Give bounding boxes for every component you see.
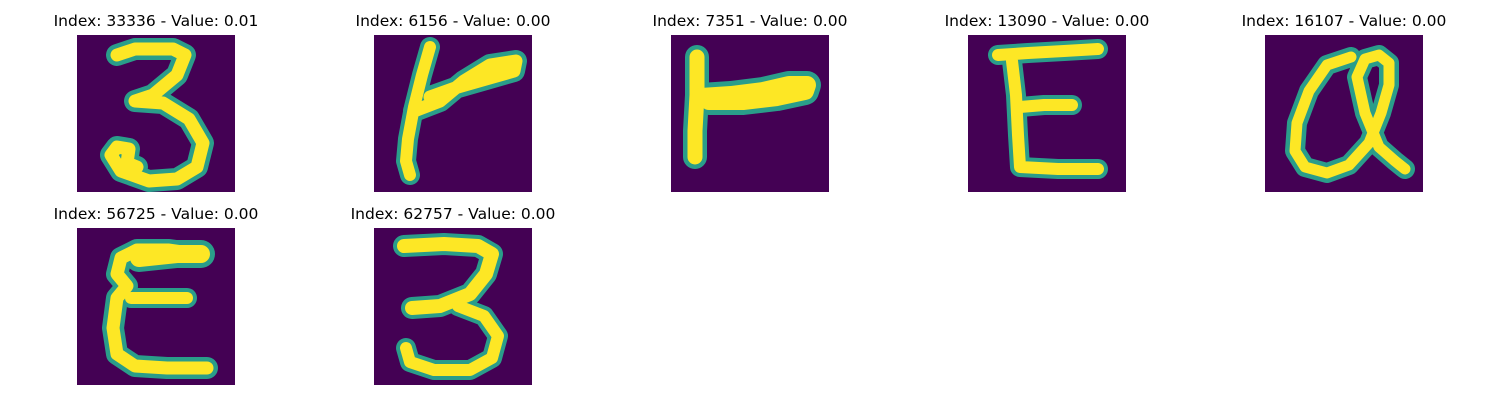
handwritten-glyph-image <box>671 35 829 192</box>
handwritten-glyph-image <box>77 35 235 192</box>
image-panel: Index: 7351 - Value: 0.00 <box>600 0 900 193</box>
handwritten-glyph-image <box>374 228 532 385</box>
panel-title: Index: 6156 - Value: 0.00 <box>355 12 551 30</box>
handwritten-glyph-image <box>1265 35 1423 192</box>
panel-title: Index: 16107 - Value: 0.00 <box>1241 12 1447 30</box>
image-panel: Index: 13090 - Value: 0.00 <box>897 0 1197 193</box>
panel-title: Index: 33336 - Value: 0.01 <box>53 12 259 30</box>
panel-title: Index: 7351 - Value: 0.00 <box>652 12 848 30</box>
image-panel: Index: 62757 - Value: 0.00 <box>303 193 603 386</box>
handwritten-glyph-image <box>77 228 235 385</box>
image-panel: Index: 33336 - Value: 0.01 <box>6 0 306 193</box>
panel-title: Index: 56725 - Value: 0.00 <box>53 205 259 223</box>
image-panel: Index: 16107 - Value: 0.00 <box>1194 0 1494 193</box>
image-panel: Index: 56725 - Value: 0.00 <box>6 193 306 386</box>
handwritten-glyph-image <box>374 35 532 192</box>
image-panel: Index: 6156 - Value: 0.00 <box>303 0 603 193</box>
panel-title: Index: 62757 - Value: 0.00 <box>350 205 556 223</box>
handwritten-glyph-image <box>968 35 1126 192</box>
panel-title: Index: 13090 - Value: 0.00 <box>944 12 1150 30</box>
